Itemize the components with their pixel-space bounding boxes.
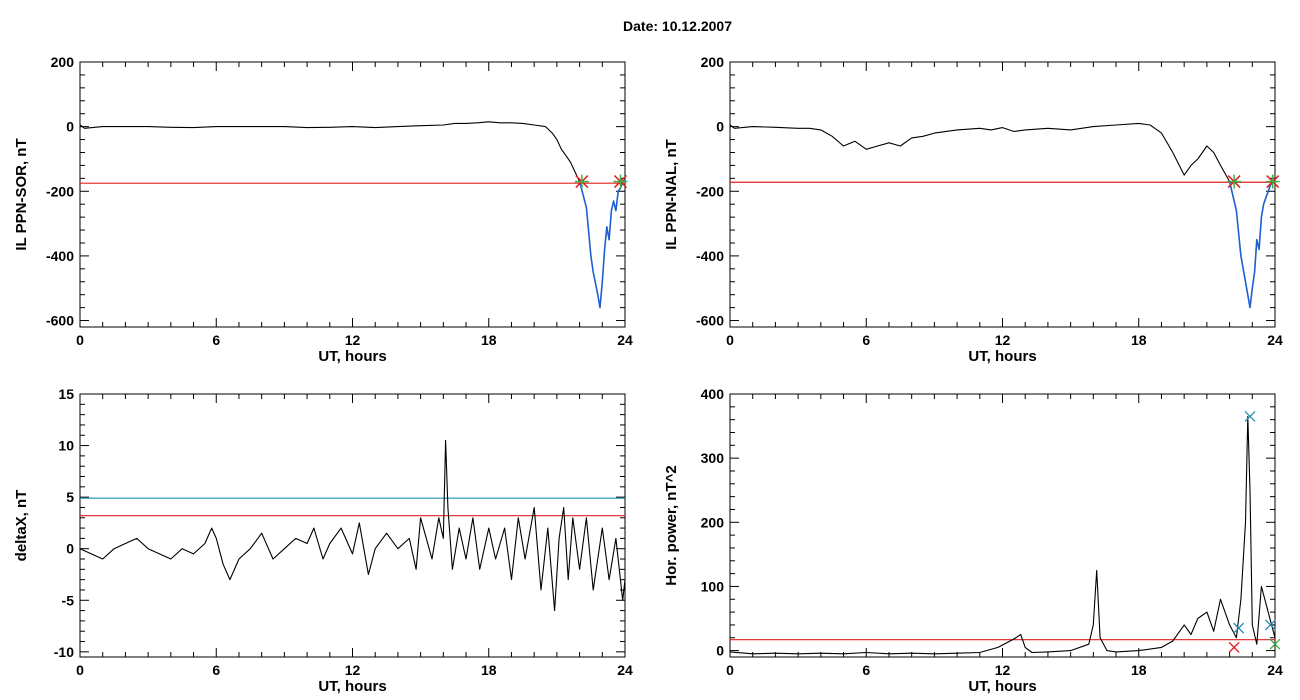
x-tick-label: 12: [995, 332, 1011, 348]
y-tick-label: 400: [701, 386, 725, 402]
x-tick-label: 6: [212, 332, 220, 348]
x-tick-label: 0: [726, 662, 734, 678]
y-tick-label: 200: [701, 514, 725, 530]
y-tick-label: 0: [66, 119, 74, 135]
plot-frame: [729, 393, 1276, 658]
plot-frame: [79, 393, 626, 658]
x-axis-label: UT, hours: [318, 678, 386, 695]
x-axis-label: UT, hours: [318, 348, 386, 365]
y-tick-label: -5: [62, 592, 75, 608]
y-tick-label: -200: [46, 183, 74, 199]
x-tick-label: 12: [345, 662, 361, 678]
y-tick-label: 0: [716, 119, 724, 135]
y-tick-label: 5: [66, 489, 74, 505]
x-axis-label: UT, hours: [968, 678, 1036, 695]
page-title: Date: 10.12.2007: [623, 18, 732, 34]
event-marker: [613, 174, 628, 189]
x-tick-label: 0: [726, 332, 734, 348]
y-tick-label: 100: [701, 578, 725, 594]
event-marker: [1269, 638, 1281, 650]
x-tick-label: 24: [617, 662, 633, 678]
event-marker: [1228, 641, 1240, 653]
event-marker: [1227, 174, 1242, 189]
data-trace: [729, 122, 1231, 182]
y-tick-label: 15: [58, 386, 74, 402]
y-tick-label: -600: [46, 313, 74, 329]
chart-panel-3: 0 6 12 18 24 -10 -5 0 5 10 15 UT, hours deltaX, nT: [13, 386, 633, 695]
x-axis-label: UT, hours: [968, 348, 1036, 365]
event-highlight-trace: [578, 179, 626, 309]
y-tick-label: -600: [696, 313, 724, 329]
x-tick-label: 6: [862, 332, 870, 348]
event-marker: [1264, 619, 1276, 631]
y-axis-label: Hor. power, nT^2: [663, 465, 680, 585]
x-tick-label: 24: [1267, 662, 1283, 678]
y-tick-label: -200: [696, 183, 724, 199]
y-tick-label: 10: [58, 438, 74, 454]
chart-panel-2: 0 6 12 18 24 -600 -400 -200 0 200 UT, hours IL PPN-…: [663, 54, 1283, 365]
y-axis-label: deltaX, nT: [13, 490, 30, 562]
x-tick-label: 12: [345, 332, 361, 348]
y-tick-label: 300: [701, 450, 725, 466]
y-tick-label: 200: [51, 54, 75, 70]
x-tick-label: 0: [76, 662, 84, 678]
event-marker: [574, 174, 589, 189]
data-trace: [729, 415, 1276, 655]
event-marker: [1244, 410, 1256, 422]
y-tick-label: 0: [716, 643, 724, 659]
x-tick-label: 18: [1131, 332, 1147, 348]
event-marker: [1233, 622, 1245, 634]
data-trace: [79, 439, 626, 612]
chart-panel-4: 0 6 12 18 24 0 100 200 300 400 UT, hours Hor. power…: [663, 386, 1283, 695]
event-highlight-trace: [1228, 180, 1276, 309]
y-tick-label: 200: [701, 54, 725, 70]
event-marker: [1265, 174, 1280, 189]
y-axis-label: IL PPN-NAL, nT: [663, 139, 680, 250]
x-tick-label: 24: [617, 332, 633, 348]
data-trace: [79, 121, 581, 182]
plot-frame: [729, 61, 1276, 328]
x-tick-label: 18: [481, 662, 497, 678]
x-tick-label: 6: [212, 662, 220, 678]
x-tick-label: 0: [76, 332, 84, 348]
x-tick-label: 18: [1131, 662, 1147, 678]
y-tick-label: -400: [46, 248, 74, 264]
plot-frame: [79, 61, 626, 328]
y-tick-label: -400: [696, 248, 724, 264]
x-tick-label: 6: [862, 662, 870, 678]
x-tick-label: 24: [1267, 332, 1283, 348]
y-axis-label: IL PPN-SOR, nT: [13, 138, 30, 250]
x-tick-label: 18: [481, 332, 497, 348]
y-tick-label: -10: [54, 644, 74, 660]
x-tick-label: 12: [995, 662, 1011, 678]
chart-panel-1: 0 6 12 18 24 -600 -400 -200 0 200 UT, hours IL PPN-…: [13, 54, 633, 365]
y-tick-label: 0: [66, 541, 74, 557]
